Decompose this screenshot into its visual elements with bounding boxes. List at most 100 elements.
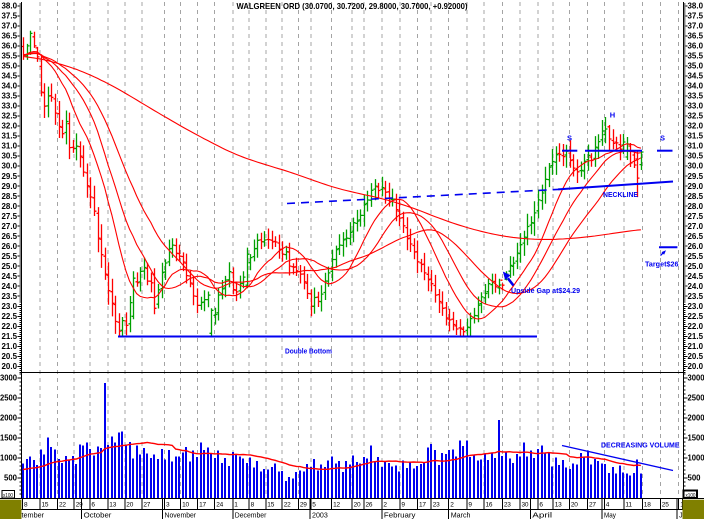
svg-text:20.0: 20.0 <box>688 362 704 371</box>
svg-text:S: S <box>660 134 665 143</box>
svg-text:20: 20 <box>126 502 133 509</box>
svg-text:NECKLINE: NECKLINE <box>603 190 638 199</box>
svg-text:32.5: 32.5 <box>688 112 704 121</box>
svg-text:Double Bottom: Double Bottom <box>285 349 332 356</box>
svg-text:27.0: 27.0 <box>688 222 704 231</box>
svg-text:29: 29 <box>300 502 307 509</box>
svg-text:6: 6 <box>539 502 543 509</box>
svg-text:17: 17 <box>199 502 206 509</box>
svg-text:October: October <box>84 511 112 520</box>
svg-text:35.0: 35.0 <box>688 62 704 71</box>
svg-text:1: 1 <box>234 502 238 509</box>
svg-text:37.5: 37.5 <box>2 12 18 21</box>
svg-text:25.0: 25.0 <box>2 262 18 271</box>
svg-text:37.0: 37.0 <box>688 22 704 31</box>
svg-text:37.0: 37.0 <box>2 22 18 31</box>
svg-text:15: 15 <box>267 502 274 509</box>
svg-text:31.5: 31.5 <box>688 132 704 141</box>
svg-text:18: 18 <box>644 502 651 509</box>
svg-text:29: 29 <box>76 502 83 509</box>
svg-text:31.0: 31.0 <box>2 142 18 151</box>
svg-text:30.0: 30.0 <box>2 162 18 171</box>
svg-text:DECREASING VOLUME: DECREASING VOLUME <box>601 441 680 450</box>
svg-text:500: 500 <box>688 474 702 483</box>
svg-text:36.0: 36.0 <box>2 42 18 51</box>
svg-text:13: 13 <box>555 502 562 509</box>
svg-text:May: May <box>604 511 616 520</box>
svg-text:26.0: 26.0 <box>2 242 18 251</box>
svg-text:17: 17 <box>419 502 426 509</box>
svg-text:29.0: 29.0 <box>2 182 18 191</box>
svg-text:24: 24 <box>216 502 223 509</box>
svg-text:26.0: 26.0 <box>688 242 704 251</box>
svg-text:23: 23 <box>504 502 511 509</box>
svg-text:6: 6 <box>91 502 95 509</box>
svg-text:27: 27 <box>143 502 150 509</box>
svg-text:32.5: 32.5 <box>2 112 18 121</box>
svg-text:3000: 3000 <box>688 374 704 383</box>
svg-text:21.0: 21.0 <box>2 342 18 351</box>
svg-text:28.0: 28.0 <box>688 202 704 211</box>
svg-text:23.5: 23.5 <box>2 292 18 301</box>
svg-text:11: 11 <box>625 502 632 509</box>
svg-text:16: 16 <box>486 502 493 509</box>
svg-text:9: 9 <box>401 502 405 509</box>
svg-text:H: H <box>610 111 615 120</box>
svg-text:2500: 2500 <box>688 394 704 403</box>
svg-text:22.5: 22.5 <box>2 312 18 321</box>
svg-text:32.0: 32.0 <box>688 122 704 131</box>
svg-text:33.0: 33.0 <box>688 102 704 111</box>
svg-text:33.5: 33.5 <box>2 92 18 101</box>
svg-text:28.0: 28.0 <box>2 202 18 211</box>
svg-text:30.0: 30.0 <box>688 162 704 171</box>
svg-text:November: November <box>165 511 197 520</box>
svg-text:23.0: 23.0 <box>688 302 704 311</box>
svg-text:21.5: 21.5 <box>2 332 18 341</box>
svg-text:22: 22 <box>59 502 66 509</box>
svg-text:28.5: 28.5 <box>2 192 18 201</box>
svg-text:35.0: 35.0 <box>2 62 18 71</box>
svg-text:29.5: 29.5 <box>688 172 704 181</box>
svg-text:24.5: 24.5 <box>688 272 704 281</box>
svg-text:30.5: 30.5 <box>2 152 18 161</box>
svg-text:25.5: 25.5 <box>2 252 18 261</box>
svg-text:29.5: 29.5 <box>2 172 18 181</box>
svg-text:2000: 2000 <box>0 414 18 423</box>
svg-text:37.5: 37.5 <box>688 12 704 21</box>
svg-text:26.5: 26.5 <box>688 232 704 241</box>
svg-text:34.0: 34.0 <box>2 82 18 91</box>
svg-text:22: 22 <box>284 502 291 509</box>
svg-text:1500: 1500 <box>0 434 18 443</box>
svg-text:March: March <box>451 511 471 520</box>
svg-text:35.5: 35.5 <box>688 52 704 61</box>
svg-text:2000: 2000 <box>688 414 704 423</box>
svg-text:8: 8 <box>24 502 28 509</box>
svg-text:24.0: 24.0 <box>688 282 704 291</box>
svg-text:32.0: 32.0 <box>2 122 18 131</box>
svg-text:23: 23 <box>433 502 440 509</box>
svg-text:25.5: 25.5 <box>688 252 704 261</box>
svg-text:1500: 1500 <box>688 434 704 443</box>
svg-text:22.5: 22.5 <box>688 312 704 321</box>
svg-text:500: 500 <box>4 474 18 483</box>
svg-text:22.0: 22.0 <box>688 322 704 331</box>
svg-text:28.5: 28.5 <box>688 192 704 201</box>
svg-text:12: 12 <box>333 502 340 509</box>
svg-text:24.0: 24.0 <box>2 282 18 291</box>
svg-text:34.0: 34.0 <box>688 82 704 91</box>
svg-text:February: February <box>384 511 416 520</box>
svg-text:10: 10 <box>182 502 189 509</box>
svg-text:December: December <box>235 511 267 520</box>
svg-text:26: 26 <box>366 502 373 509</box>
svg-text:27.0: 27.0 <box>2 222 18 231</box>
svg-text:27.5: 27.5 <box>688 212 704 221</box>
svg-text:15: 15 <box>42 502 49 509</box>
svg-text:38.0: 38.0 <box>2 2 18 11</box>
svg-text:33.0: 33.0 <box>2 102 18 111</box>
svg-text:Target$26: Target$26 <box>645 262 679 269</box>
svg-text:20: 20 <box>571 502 578 509</box>
svg-text:2: 2 <box>450 502 454 509</box>
svg-text:1000: 1000 <box>0 454 18 463</box>
svg-text:23.0: 23.0 <box>2 302 18 311</box>
svg-text:3: 3 <box>166 502 170 509</box>
